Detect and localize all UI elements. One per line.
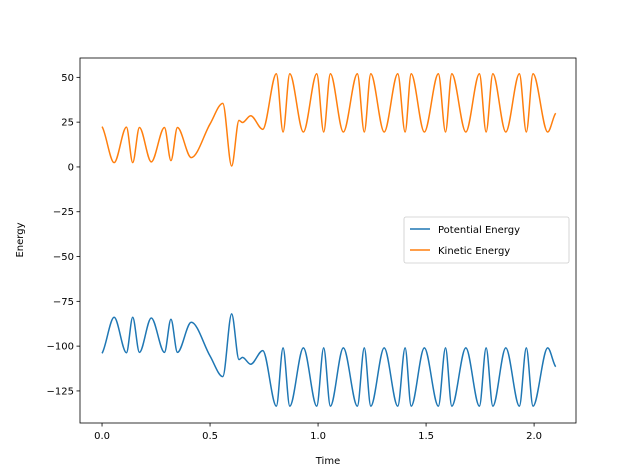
x-tick-label: 0.0: [94, 431, 110, 442]
y-tick: −100: [47, 342, 80, 353]
y-axis-ticks: 50 25 0 −25 −50 −75 −100 −125: [47, 73, 80, 397]
series-line-kinetic-energy: [101, 73, 557, 167]
y-tick: −50: [53, 252, 80, 263]
x-tick-label: 1.5: [418, 431, 434, 442]
y-tick: 25: [61, 118, 80, 129]
y-tick: 0: [68, 162, 80, 173]
x-tick-label: 0.5: [202, 431, 218, 442]
x-tick-label: 1.0: [310, 431, 326, 442]
x-tick: 0.5: [202, 423, 218, 442]
y-tick-label: −75: [53, 297, 74, 308]
x-tick: 1.5: [418, 423, 434, 442]
y-tick-label: 0: [68, 162, 74, 173]
y-tick: −125: [47, 386, 80, 397]
legend: Potential Energy Kinetic Energy: [403, 216, 570, 264]
y-tick: 50: [61, 73, 80, 84]
x-tick-label: 2.0: [526, 431, 542, 442]
series-line-potential-energy: [101, 313, 557, 407]
y-tick-label: −50: [53, 252, 74, 263]
axes-frame: [79, 57, 577, 424]
x-tick: 0.0: [94, 423, 110, 442]
legend-label-potential: Potential Energy: [438, 225, 520, 236]
x-tick: 1.0: [310, 423, 326, 442]
y-tick: −25: [53, 207, 80, 218]
y-tick: −75: [53, 297, 80, 308]
x-axis-ticks: 0.0 0.5 1.0 1.5 2.0: [94, 423, 542, 442]
y-tick-label: −25: [53, 207, 74, 218]
y-axis-label: Energy: [15, 222, 26, 257]
y-tick-label: 50: [61, 73, 74, 84]
legend-label-kinetic: Kinetic Energy: [438, 246, 510, 257]
y-tick-label: −100: [47, 342, 74, 353]
x-tick: 2.0: [526, 423, 542, 442]
y-tick-label: 25: [61, 118, 74, 129]
legend-box: [403, 216, 570, 264]
x-axis-label: Time: [315, 456, 340, 467]
plot-lines: [101, 73, 557, 407]
y-tick-label: −125: [47, 386, 74, 397]
